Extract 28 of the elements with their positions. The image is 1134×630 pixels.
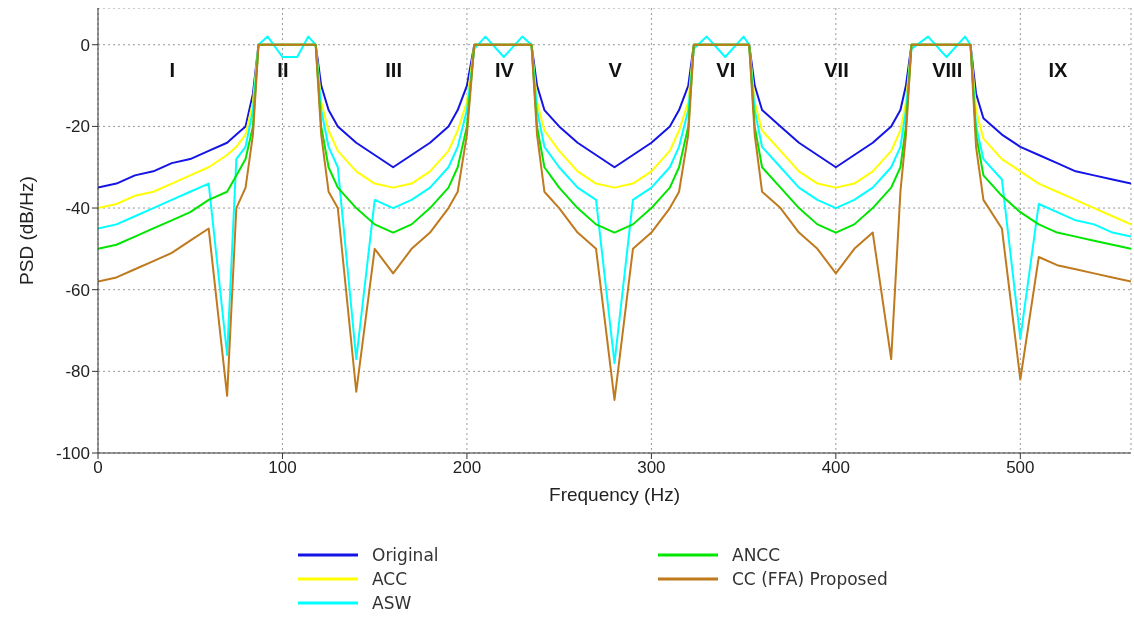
x-tick-label: 500 [1006, 458, 1035, 478]
annotation: V [608, 59, 623, 82]
y-tick-label: -80 [65, 362, 90, 382]
legend-label: CC (FFA) Proposed [732, 569, 888, 589]
legend-label: ANCC [732, 545, 781, 565]
annotation: VI [716, 59, 736, 82]
x-tick-label: 0 [93, 458, 103, 478]
legend-label: ASW [372, 593, 412, 613]
legend-label: ACC [372, 569, 408, 589]
x-axis-title: Frequency (Hz) [549, 484, 680, 505]
annotation: VIII [932, 59, 963, 82]
annotation: III [385, 59, 402, 82]
x-tick-label: 100 [268, 458, 297, 478]
annotation: I [169, 59, 175, 82]
y-tick-label: -20 [65, 117, 90, 137]
annotation: IV [494, 59, 515, 82]
x-tick-label: 400 [821, 458, 851, 478]
annotation: IX [1048, 59, 1069, 82]
legend-label: Original [372, 545, 439, 565]
x-tick-label: 300 [637, 458, 666, 478]
y-tick-label: 0 [80, 35, 90, 55]
annotation: VII [824, 59, 849, 82]
y-tick-label: -60 [65, 280, 90, 300]
annotation: II [277, 59, 289, 82]
y-tick-label: -40 [65, 199, 90, 219]
x-tick-label: 200 [452, 458, 482, 478]
y-tick-label: -100 [55, 444, 90, 464]
y-axis-title: PSD (dB/Hz) [15, 176, 37, 285]
